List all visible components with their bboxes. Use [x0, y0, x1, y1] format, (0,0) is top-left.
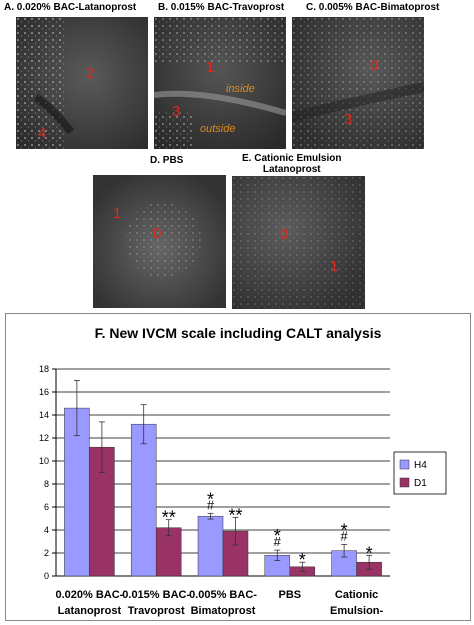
panel-b-title: B. 0.015% BAC-Travoprost — [158, 2, 285, 13]
panel-d-title: D. PBS — [150, 155, 184, 166]
y-tick-label-1: 2 — [44, 548, 49, 558]
x-category-label-2-0: 0.005% BAC- — [189, 589, 257, 601]
bar-h4-1 — [130, 423, 157, 577]
panel-e-title-line-2: Latanoprost — [262, 164, 321, 175]
panel-e-label-2: 1 — [330, 258, 339, 275]
significance-marker-5-0: * — [341, 520, 348, 540]
panel-c-title: C. 0.005% BAC-Bimatoprost — [306, 2, 440, 13]
significance-marker-0-0: ** — [162, 508, 176, 528]
panel-b-inside-label: inside — [226, 83, 255, 95]
x-category-label-1-1: Travoprost — [128, 605, 185, 617]
panel-a-title: A. 0.020% BAC-Latanoprost — [4, 2, 137, 13]
panel-a-label-2: 4 — [38, 125, 47, 142]
significance-marker-1-1: # — [207, 497, 215, 512]
y-tick-label-2: 4 — [44, 525, 49, 535]
bar-chart: F. New IVCM scale including CALT analysi… — [39, 325, 447, 625]
panel-d-label-2: 0 — [153, 225, 162, 242]
micrograph-b: 1 3 inside outside — [154, 17, 286, 149]
panel-b-label-1: 1 — [206, 59, 215, 76]
panel-d-label-1: 1 — [113, 205, 122, 222]
micrograph-d-texture — [93, 175, 226, 308]
y-tick-label-5: 10 — [39, 456, 49, 466]
micrograph-b-texture — [154, 17, 286, 149]
x-category-label-4-0: Cationic — [335, 589, 378, 601]
x-category-label-2-1: Bimatoprost — [191, 605, 256, 617]
panel-a-label-1: 2 — [86, 65, 95, 82]
panel-e-title: E. Cationic Emulsion Latanoprost — [242, 153, 341, 175]
x-category-label-1-0: 0.015% BAC- — [122, 589, 190, 601]
significance-marker-3-0: * — [274, 526, 281, 546]
panel-b-label-2: 3 — [172, 103, 181, 120]
bar-h4-2 — [197, 515, 224, 577]
legend-label-d1: D1 — [414, 478, 427, 489]
significance-marker-4-0: * — [299, 550, 306, 570]
micrograph-d: 1 0 — [93, 175, 226, 308]
legend-swatch-d1 — [399, 477, 410, 488]
micrograph-e: 0 1 — [232, 176, 365, 309]
significance-marker-1-0: * — [207, 489, 214, 509]
chart-title: F. New IVCM scale including CALT analysi… — [95, 325, 382, 341]
y-tick-label-0: 0 — [44, 571, 49, 581]
significance-marker-2-0: ** — [228, 505, 242, 525]
micrograph-c: 0 3 — [292, 17, 424, 149]
y-tick-label-3: 6 — [44, 502, 49, 512]
legend-label-h4: H4 — [414, 460, 427, 471]
panel-c-label-2: 3 — [344, 111, 353, 128]
panel-b-outside-label: outside — [200, 123, 236, 135]
y-tick-label-8: 16 — [39, 387, 49, 397]
y-tick-label-6: 12 — [39, 433, 49, 443]
panel-e-label-1: 0 — [280, 226, 289, 243]
chart-panel-f: F. New IVCM scale including CALT analysi… — [5, 313, 471, 625]
significance-marker-5-1: # — [340, 528, 348, 543]
x-category-label-3-0: PBS — [278, 589, 301, 601]
x-category-label-0-1: Latanoprost — [58, 605, 122, 617]
micrograph-e-texture — [232, 176, 365, 309]
y-tick-label-7: 14 — [39, 410, 49, 420]
micrograph-a: 2 4 — [16, 17, 148, 149]
legend-swatch-h4 — [399, 459, 410, 470]
x-category-label-4-1: Emulsion- — [330, 605, 384, 617]
micrograph-c-texture — [292, 17, 424, 149]
y-tick-label-4: 8 — [44, 479, 49, 489]
significance-marker-6-0: * — [366, 543, 373, 563]
significance-marker-3-1: # — [274, 534, 282, 549]
x-category-label-0-0: 0.020% BAC- — [55, 589, 123, 601]
panel-c-label-1: 0 — [370, 57, 379, 74]
micrograph-a-texture — [16, 17, 148, 149]
panel-e-title-line-1: E. Cationic Emulsion — [242, 153, 342, 164]
y-tick-label-9: 18 — [39, 364, 49, 374]
